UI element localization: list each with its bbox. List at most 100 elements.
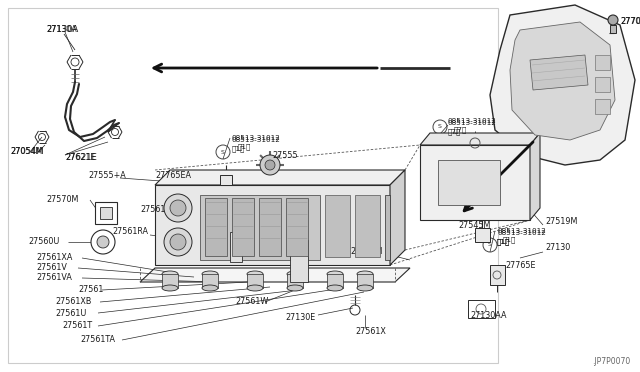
Text: 27621E: 27621E: [65, 154, 95, 163]
Text: 27561VA: 27561VA: [36, 273, 72, 282]
Bar: [162, 274, 178, 288]
Text: 27705: 27705: [620, 17, 640, 26]
Text: 27561TA: 27561TA: [80, 336, 115, 344]
Polygon shape: [140, 268, 410, 282]
Text: 27130AA: 27130AA: [470, 311, 506, 320]
Text: 27561: 27561: [78, 285, 104, 295]
Text: 27561XB: 27561XB: [55, 298, 92, 307]
Bar: [8, 8, 498, 363]
Bar: [95, 202, 117, 224]
Circle shape: [170, 234, 186, 250]
Polygon shape: [475, 228, 490, 242]
Ellipse shape: [247, 285, 263, 291]
Bar: [420, 145, 530, 220]
Ellipse shape: [162, 271, 178, 277]
Ellipse shape: [287, 285, 303, 291]
Ellipse shape: [287, 271, 303, 277]
Bar: [200, 195, 320, 260]
Text: 08513-31012: 08513-31012: [497, 228, 546, 234]
Text: 27130A: 27130A: [46, 26, 78, 35]
Text: S: S: [221, 150, 225, 154]
Text: 27520M: 27520M: [350, 247, 382, 257]
Circle shape: [97, 236, 109, 248]
Text: 27561RA: 27561RA: [112, 228, 148, 237]
Text: 08513-31012: 08513-31012: [232, 137, 281, 143]
Circle shape: [164, 228, 192, 256]
Text: 08513-31012: 08513-31012: [497, 230, 546, 236]
Text: 27561XC: 27561XC: [260, 246, 296, 254]
Text: 27765E: 27765E: [505, 260, 536, 269]
Circle shape: [164, 194, 192, 222]
Ellipse shape: [202, 271, 218, 277]
Bar: [202, 274, 218, 288]
Text: 08513-31012: 08513-31012: [448, 120, 497, 126]
Bar: [327, 274, 343, 288]
Polygon shape: [530, 55, 588, 90]
Bar: [100, 207, 112, 219]
Text: 〈1〉: 〈1〉: [503, 237, 516, 243]
Text: 27054M: 27054M: [10, 148, 44, 157]
Bar: [357, 274, 373, 288]
Circle shape: [91, 230, 115, 254]
Text: 27621E: 27621E: [65, 154, 97, 163]
Bar: [286, 198, 308, 256]
Ellipse shape: [162, 285, 178, 291]
Text: 27561T: 27561T: [62, 321, 92, 330]
Polygon shape: [420, 133, 540, 145]
Text: 27054M: 27054M: [10, 148, 42, 157]
Text: 27561W: 27561W: [235, 298, 268, 307]
Text: 27555+A: 27555+A: [88, 170, 125, 180]
Text: 27560U: 27560U: [28, 237, 60, 247]
Polygon shape: [220, 175, 232, 185]
Circle shape: [260, 155, 280, 175]
Bar: [595, 99, 610, 114]
Bar: [230, 232, 242, 262]
Text: 27545M: 27545M: [458, 221, 490, 230]
Text: 27561XA: 27561XA: [36, 253, 72, 263]
Bar: [287, 274, 303, 288]
Bar: [247, 274, 263, 288]
Text: 〈7〉: 〈7〉: [454, 127, 467, 133]
Text: S: S: [488, 243, 492, 247]
Text: 27555: 27555: [272, 151, 298, 160]
Bar: [610, 25, 616, 33]
Text: 〈7〉: 〈7〉: [448, 129, 461, 135]
Bar: [385, 195, 390, 260]
Bar: [355, 195, 380, 257]
Text: 27561U: 27561U: [55, 308, 86, 317]
Text: 27765EA: 27765EA: [155, 170, 191, 180]
Text: .JP7P0070: .JP7P0070: [592, 357, 630, 366]
Text: 27130A: 27130A: [46, 26, 77, 35]
Ellipse shape: [357, 285, 373, 291]
Polygon shape: [490, 265, 505, 285]
Text: 〈1〉: 〈1〉: [497, 239, 510, 245]
Ellipse shape: [247, 271, 263, 277]
Ellipse shape: [357, 271, 373, 277]
Circle shape: [265, 160, 275, 170]
Polygon shape: [468, 300, 495, 318]
Text: 08513-31012: 08513-31012: [232, 135, 281, 141]
Bar: [595, 55, 610, 70]
Text: 27570M: 27570M: [46, 196, 78, 205]
Text: S: S: [438, 125, 442, 129]
Bar: [290, 240, 308, 282]
Text: 〈1〉: 〈1〉: [497, 239, 510, 245]
Polygon shape: [155, 170, 405, 185]
Ellipse shape: [327, 271, 343, 277]
Bar: [325, 195, 350, 257]
Bar: [232, 198, 254, 256]
Circle shape: [170, 200, 186, 216]
Bar: [259, 198, 281, 256]
Polygon shape: [530, 133, 540, 220]
Text: 27519M: 27519M: [545, 218, 577, 227]
Text: 27561R: 27561R: [140, 205, 171, 215]
Text: 27705: 27705: [620, 17, 640, 26]
Polygon shape: [510, 22, 615, 140]
Text: 08513-31012: 08513-31012: [448, 118, 497, 124]
Bar: [205, 198, 227, 256]
Text: 27561V: 27561V: [36, 263, 67, 273]
Circle shape: [608, 15, 618, 25]
Polygon shape: [490, 5, 635, 165]
Bar: [438, 160, 500, 205]
Ellipse shape: [327, 285, 343, 291]
